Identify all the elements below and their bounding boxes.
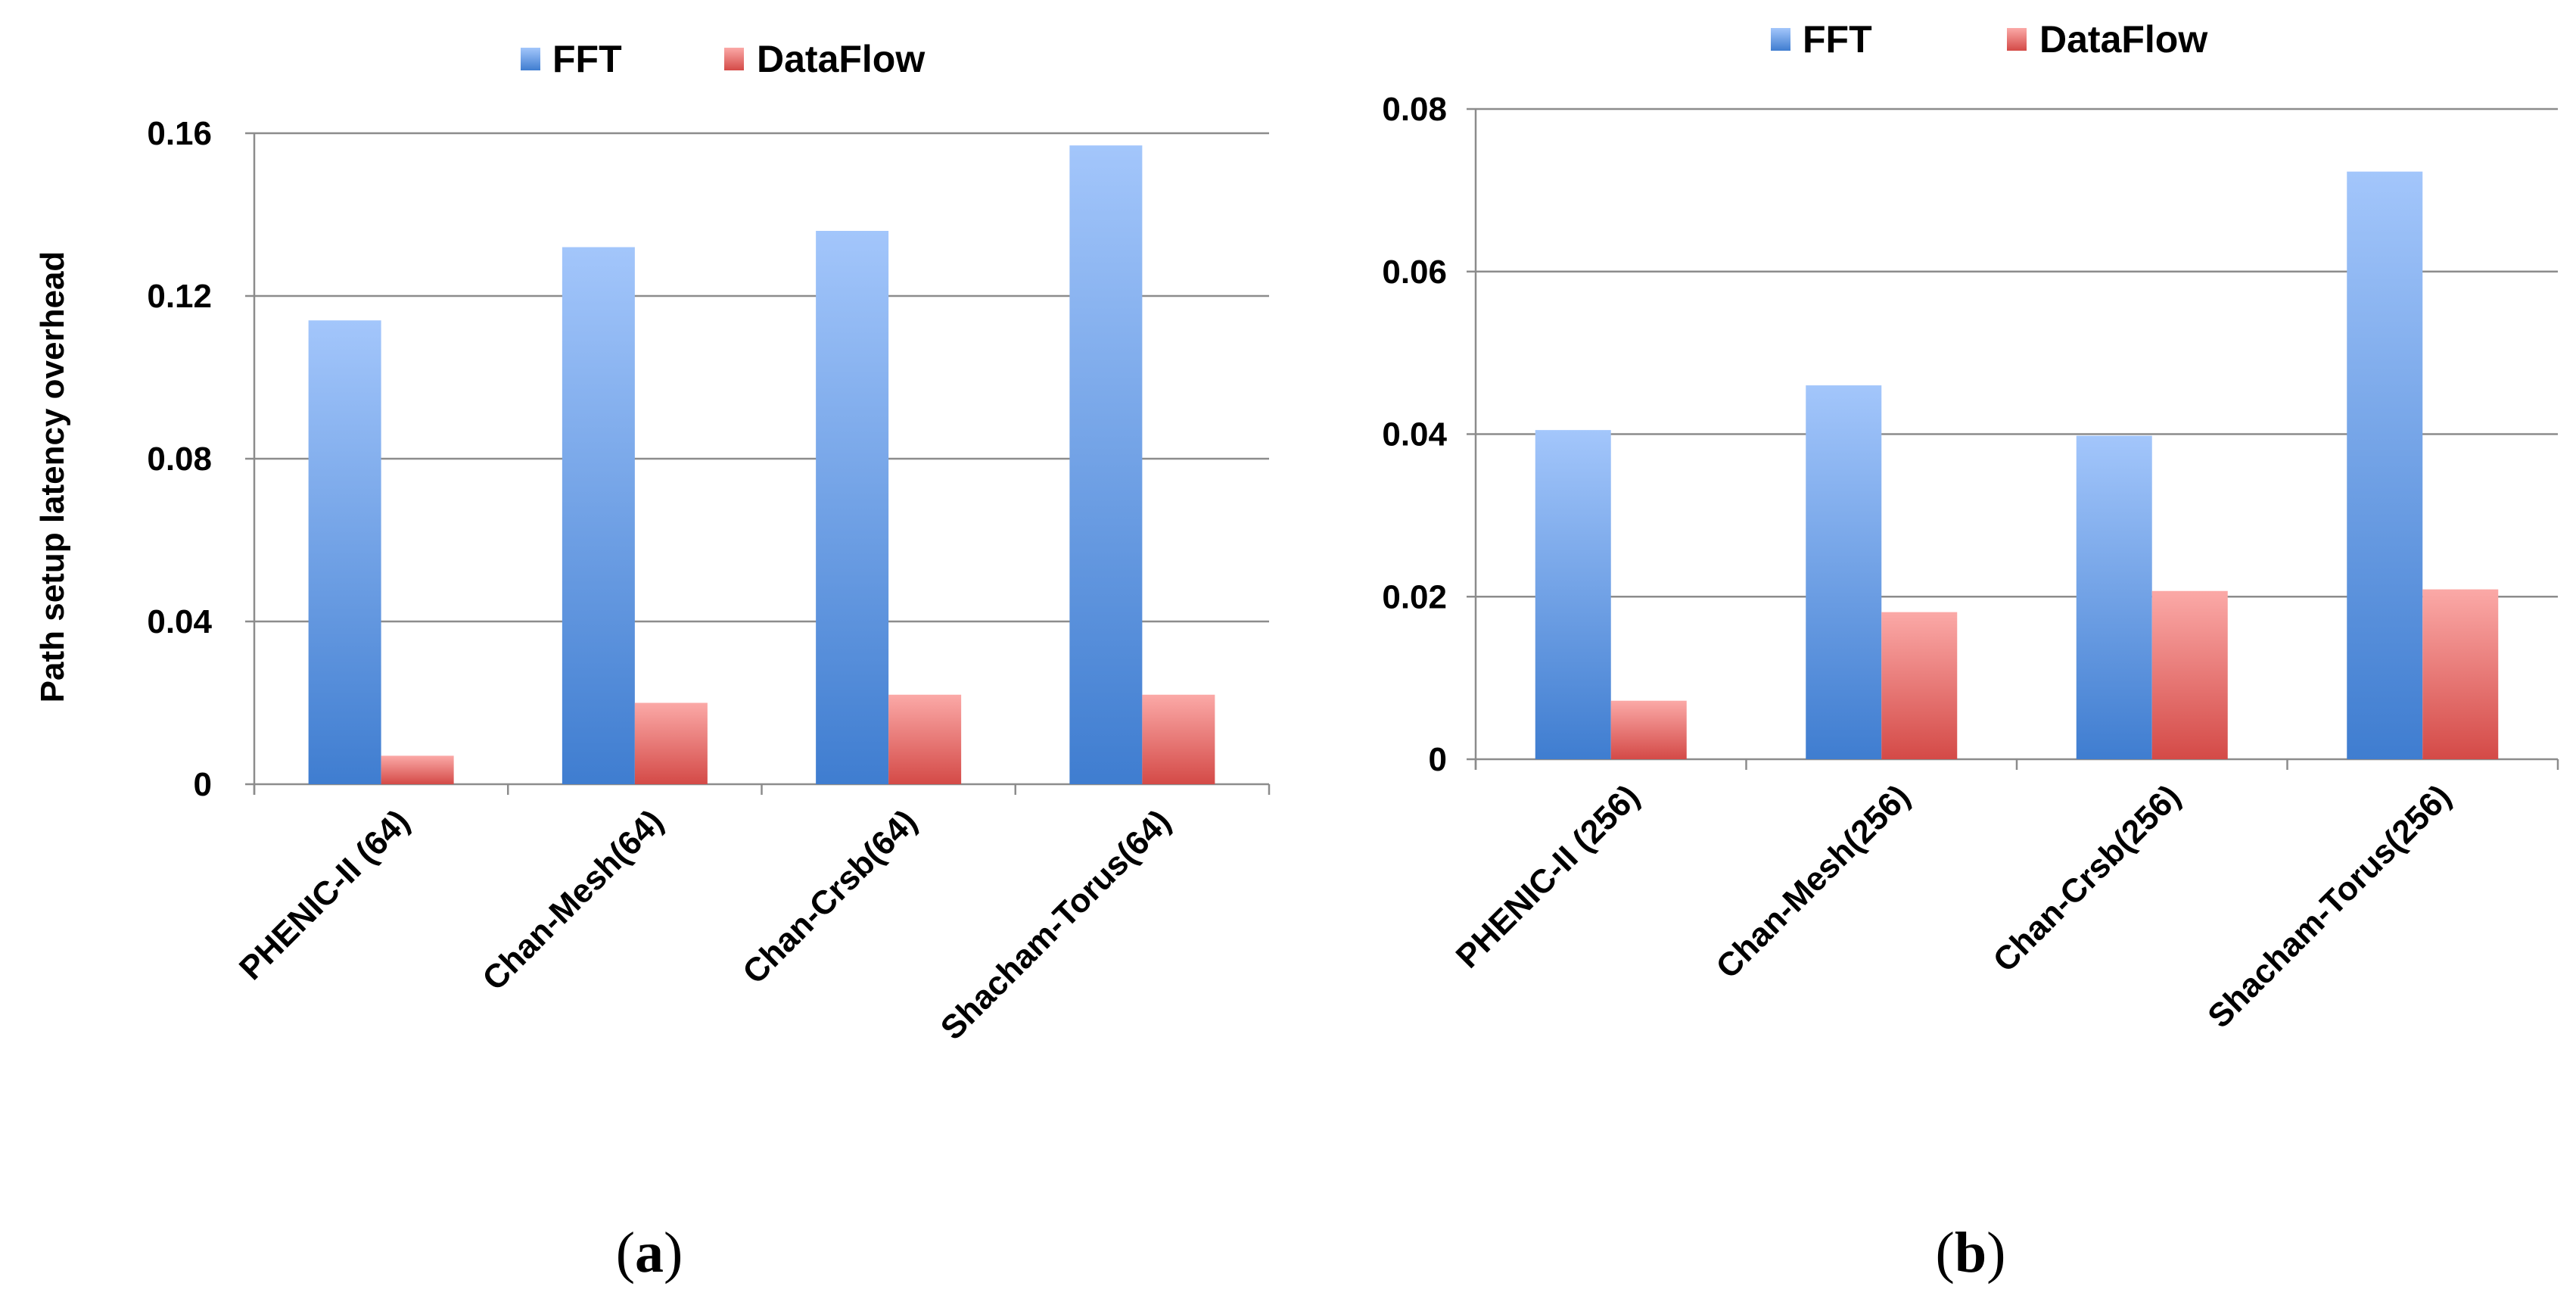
y-tick-label-b-2: 0.04 [1382,416,1447,453]
x-category-label-a-3: Shacham-Torus(64) [934,802,1178,1047]
bar-fft-a-1 [562,247,635,784]
y-tick-label-a-3: 0.12 [147,278,212,315]
y-tick-label-a-4: 0.16 [147,115,212,152]
plot-area-b: 0 0.02 0.04 0.06 0.08 PHENIC-II (256) Chan-Mes… [1382,91,2559,1036]
y-tick-label-b-0: 0 [1429,741,1447,778]
chart-panel-a: FFT DataFlow Path setup latency overhead… [34,38,1271,1285]
bar-fft-b-2 [2076,435,2152,759]
panel-caption-b: (b) [1936,1221,2006,1285]
y-tick-label-a-1: 0.04 [147,603,212,640]
panel-caption-a: (a) [616,1221,683,1285]
legend-dataflow-label-b: DataFlow [2039,18,2207,61]
bar-fft-a-0 [308,320,381,784]
y-tick-label-b-3: 0.06 [1382,254,1447,291]
plot-area-a: 0 0.04 0.08 0.12 0.16 PHENIC-II (64) Chan-Mesh… [147,115,1271,1047]
bar-fft-b-3 [2347,171,2423,759]
bar-dataflow-b-3 [2422,589,2499,759]
legend-dataflow-swatch-a [724,48,744,70]
legend-dataflow-swatch-b [2007,28,2027,51]
bar-dataflow-b-0 [1610,700,1687,759]
bar-dataflow-a-1 [634,702,708,784]
x-category-label-a-1: Chan-Mesh(64) [475,802,670,998]
x-category-label-a-0: PHENIC-II (64) [232,802,417,987]
legend-b: FFT DataFlow [1771,18,2207,61]
y-tick-label-b-4: 0.08 [1382,91,1447,128]
y-axis-title-a: Path setup latency overhead [34,251,71,703]
panel-letter-b: b [1955,1221,1986,1285]
bar-dataflow-a-0 [381,755,454,784]
bar-fft-a-2 [816,231,889,784]
x-category-label-b-0: PHENIC-II (256) [1449,777,1647,975]
x-category-label-b-1: Chan-Mesh(256) [1709,777,1917,986]
y-tick-label-a-2: 0.08 [147,441,212,478]
chart-panel-b: FFT DataFlow 0 0.02 0.04 0.06 0.08 PHENIC-II … [1382,18,2559,1285]
panel-letter-a: a [635,1221,664,1285]
legend-fft-label-a: FFT [552,38,622,80]
legend-a: FFT DataFlow [521,38,925,80]
bar-fft-a-3 [1069,145,1143,784]
x-category-label-b-2: Chan-Crsb(256) [1986,777,2188,979]
bar-dataflow-b-1 [1881,612,1958,759]
legend-fft-swatch-a [521,48,540,70]
bar-dataflow-a-2 [888,694,962,784]
legend-fft-label-b: FFT [1803,18,1872,61]
bar-dataflow-a-3 [1142,694,1215,784]
x-category-label-a-2: Chan-Crsb(64) [736,802,924,991]
bar-fft-b-1 [1806,385,1882,759]
y-tick-label-b-1: 0.02 [1382,578,1447,615]
bar-dataflow-b-2 [2151,590,2228,759]
y-tick-label-a-0: 0 [194,766,212,803]
x-category-label-b-3: Shacham-Torus(256) [2201,777,2458,1035]
legend-fft-swatch-b [1771,28,1790,51]
bar-fft-b-0 [1535,430,1611,759]
legend-dataflow-label-a: DataFlow [757,38,925,80]
